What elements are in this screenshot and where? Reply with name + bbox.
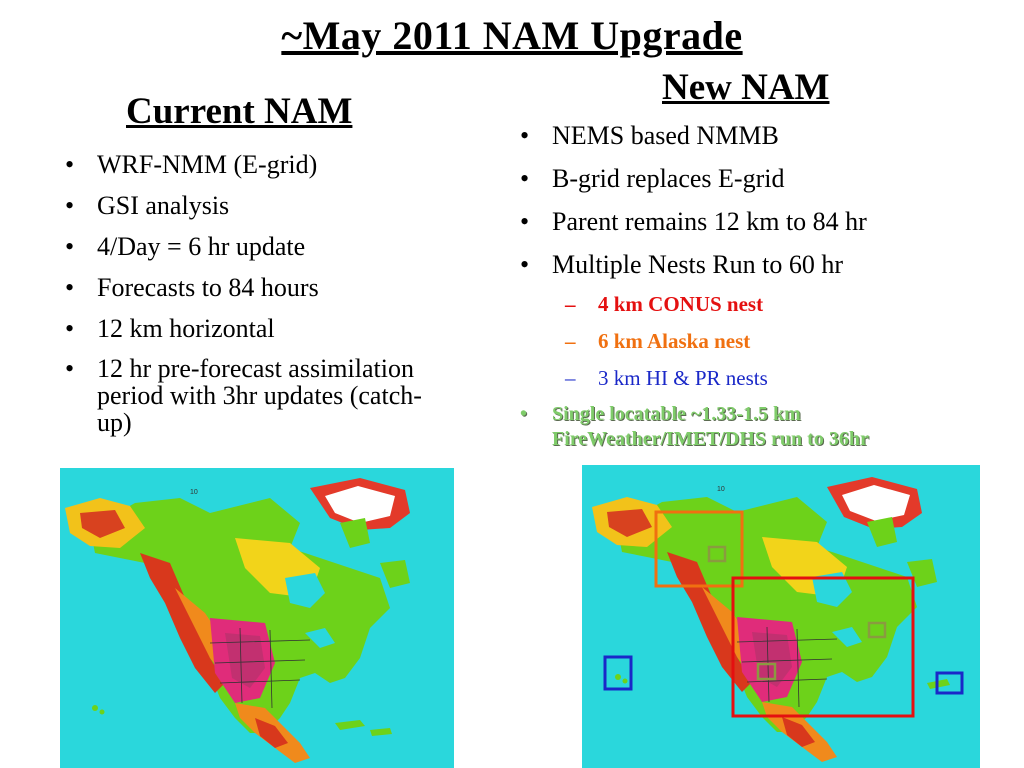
north-america-shape [617,497,917,732]
slide-title: ~May 2011 NAM Upgrade [281,13,743,58]
list-item: • WRF-NMM (E-grid) [65,150,318,179]
bullet-icon: • [520,164,530,193]
list-item: • 12 hr pre-forecast assimilation period … [65,354,422,437]
conus-nest-box [731,576,915,718]
bullet-icon: • [65,232,75,261]
list-item: • 12 km horizontal [65,314,275,343]
new-nam-heading: New NAM [662,67,830,108]
list-item: • Forecasts to 84 hours [65,273,319,302]
dash-icon: – [565,292,576,316]
new-nam-domain-map: 10 [582,465,980,768]
fireweather-box-alaska [707,545,727,563]
hudson-bay-shape [285,573,325,608]
map-label: 10 [717,486,725,493]
bullet-icon: • [65,273,75,302]
map-graphic: 10 [592,477,964,762]
bullet-icon: • [65,191,75,220]
fireweather-item: • Single locatable ~1.33-1.5 km FireWeath… [520,403,869,450]
current-nam-domain-map: 10 [60,468,454,768]
bullet-icon: • [520,207,530,236]
list-item: • B-grid replaces E-grid [520,164,785,193]
bullet-icon: • [65,314,75,343]
current-nam-list: • WRF-NMM (E-grid) • GSI analysis • 4/Day =… [59,150,449,448]
map-label: 10 [190,489,198,496]
list-item: • Multiple Nests Run to 60 hr [520,250,844,279]
bullet-icon: • [520,121,530,150]
dash-icon: – [565,329,576,353]
current-nam-heading: Current NAM [126,91,353,132]
nest-item-conus: –4 km CONUS nest [565,292,764,316]
list-item: • GSI analysis [65,191,230,220]
puerto-rico-nest-box [935,671,964,695]
list-item: • Parent remains 12 km to 84 hr [520,207,867,236]
list-item: • 4/Day = 6 hr update [65,232,306,261]
nests-sublist: –4 km CONUS nest –6 km Alaska nest –3 km… [565,292,768,403]
nest-item-hi-pr: –3 km HI & PR nests [565,366,768,390]
list-item: • NEMS based NMMB [520,121,779,150]
north-america-shape [90,498,390,733]
fireweather-box-southwest [756,662,777,681]
bullet-icon: • [520,403,528,425]
bullet-icon: • [65,354,75,383]
map-graphic: 10 [65,478,410,763]
hudson-bay-shape [812,572,852,607]
hawaii-nest-box [603,655,633,691]
dash-icon: – [565,366,576,390]
nest-item-alaska: –6 km Alaska nest [565,329,751,353]
fireweather-box-east [867,621,887,639]
new-nam-list: • NEMS based NMMB • B-grid replaces E-grid… [514,121,1014,293]
alaska-nest-box [654,510,744,588]
bullet-icon: • [65,150,75,179]
bullet-icon: • [520,250,530,279]
